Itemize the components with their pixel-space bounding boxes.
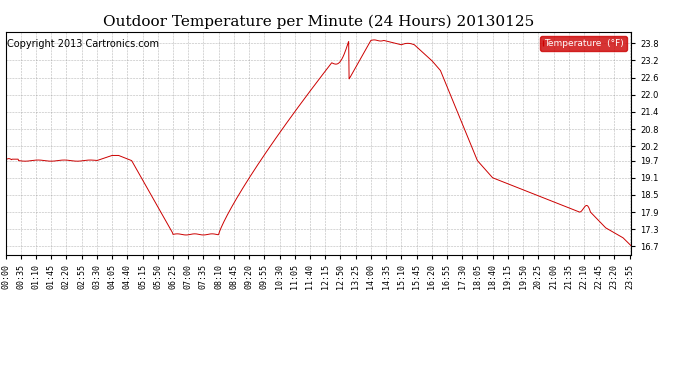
Text: Copyright 2013 Cartronics.com: Copyright 2013 Cartronics.com — [7, 39, 159, 49]
Title: Outdoor Temperature per Minute (24 Hours) 20130125: Outdoor Temperature per Minute (24 Hours… — [103, 15, 534, 29]
Legend: Temperature  (°F): Temperature (°F) — [540, 36, 627, 51]
